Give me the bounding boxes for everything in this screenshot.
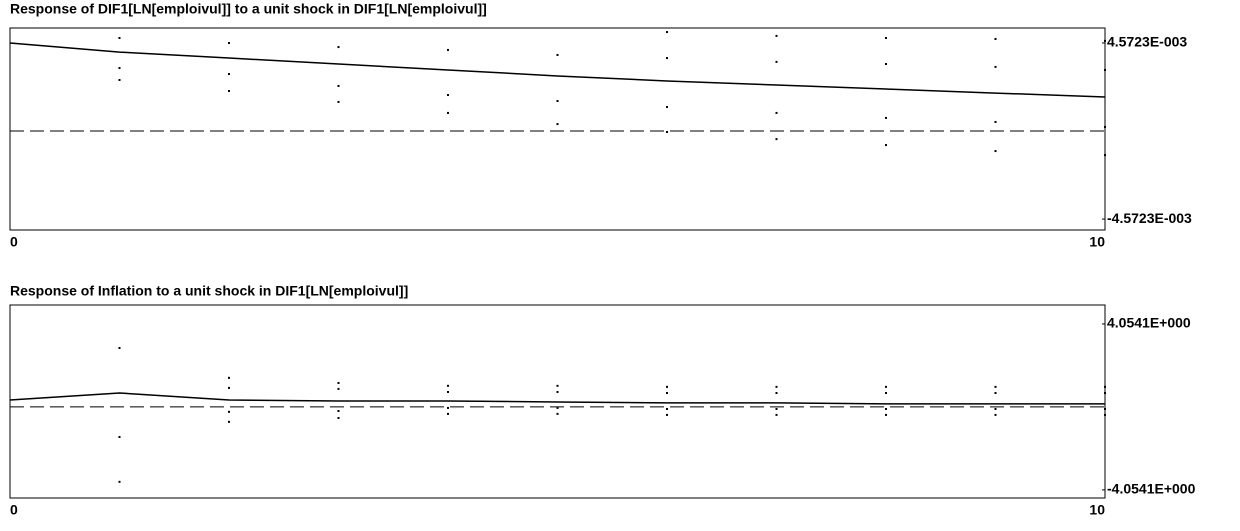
band-dot xyxy=(885,37,887,40)
band-dot xyxy=(885,407,887,410)
band-dot xyxy=(885,392,887,395)
band-dot xyxy=(775,111,778,114)
band-dot xyxy=(666,130,668,133)
band-dot xyxy=(228,73,230,76)
band-dot xyxy=(666,392,668,395)
y-tick-label: -4.5723E-003 xyxy=(1107,210,1192,226)
band-dot xyxy=(1104,154,1106,157)
band-dot xyxy=(337,416,340,419)
band-dot xyxy=(337,387,340,390)
band-dot xyxy=(666,413,668,416)
band-dot xyxy=(118,67,121,70)
band-dot xyxy=(447,390,449,393)
band-dot xyxy=(337,84,340,87)
band-dot xyxy=(556,53,559,56)
band-dot xyxy=(666,407,668,410)
band-dot xyxy=(556,99,559,102)
band-dot xyxy=(775,392,778,395)
band-dot xyxy=(556,123,559,126)
band-dot xyxy=(447,406,449,409)
band-dot xyxy=(775,60,778,63)
band-dot xyxy=(775,34,778,37)
plot-frame xyxy=(9,304,1106,499)
band-dot xyxy=(666,57,668,60)
band-dot xyxy=(118,78,121,81)
y-tick-label: -4.0541E+000 xyxy=(1107,481,1196,497)
band-dot xyxy=(556,390,559,393)
band-dot xyxy=(1104,385,1106,388)
band-dot xyxy=(994,37,997,40)
band-dot xyxy=(775,385,778,388)
band-dot xyxy=(994,120,997,123)
band-dot xyxy=(775,138,778,141)
band-dot xyxy=(885,385,887,388)
band-dot xyxy=(228,89,230,92)
x-tick-label: 10 xyxy=(1089,234,1105,250)
band-dot xyxy=(447,111,449,114)
band-dot xyxy=(666,385,668,388)
band-dot xyxy=(447,48,449,51)
band-dot xyxy=(885,144,887,147)
band-dot xyxy=(556,406,559,409)
panel-title: Response of DIF1[LN[emploivul]] to a uni… xyxy=(10,1,487,17)
band-dot xyxy=(447,412,449,415)
band-dot xyxy=(666,31,668,34)
band-dot xyxy=(337,46,340,49)
band-dot xyxy=(885,63,887,66)
band-dot xyxy=(337,100,340,103)
response-line xyxy=(9,392,1105,405)
band-dot xyxy=(885,116,887,119)
band-dot xyxy=(337,381,340,384)
x-tick-label: 10 xyxy=(1089,502,1105,518)
band-dot xyxy=(118,346,121,349)
band-dot xyxy=(994,392,997,395)
band-dot xyxy=(228,376,230,379)
band-dot xyxy=(228,410,230,413)
band-dot xyxy=(1104,68,1106,71)
panel-title: Response of Inflation to a unit shock in… xyxy=(10,283,408,299)
band-dot xyxy=(337,410,340,413)
band-dot xyxy=(118,436,121,439)
band-dot xyxy=(775,413,778,416)
band-dot xyxy=(447,384,449,387)
response-line xyxy=(9,42,1106,98)
band-dot xyxy=(228,386,230,389)
band-dot xyxy=(994,407,997,410)
band-dot xyxy=(994,385,997,388)
band-dot xyxy=(1104,125,1106,128)
band-dot xyxy=(994,65,997,68)
band-dot xyxy=(1104,413,1106,416)
band-dot xyxy=(118,480,121,483)
band-dot xyxy=(885,413,887,416)
band-dot xyxy=(228,42,230,45)
band-dot xyxy=(447,94,449,97)
y-tick-label: 4.0541E+000 xyxy=(1107,315,1191,331)
band-dot xyxy=(666,105,668,108)
x-tick-label: 0 xyxy=(10,502,18,518)
band-dot xyxy=(994,413,997,416)
band-dot xyxy=(1104,407,1106,410)
y-tick-label: 4.5723E-003 xyxy=(1107,34,1187,50)
band-dot xyxy=(118,37,121,40)
band-dot xyxy=(1104,39,1106,42)
band-dot xyxy=(994,150,997,153)
band-dot xyxy=(556,412,559,415)
band-dot xyxy=(556,384,559,387)
x-tick-label: 0 xyxy=(10,234,18,250)
band-dot xyxy=(1104,392,1106,395)
plot-frame xyxy=(9,27,1106,231)
band-dot xyxy=(775,407,778,410)
band-dot xyxy=(228,420,230,423)
